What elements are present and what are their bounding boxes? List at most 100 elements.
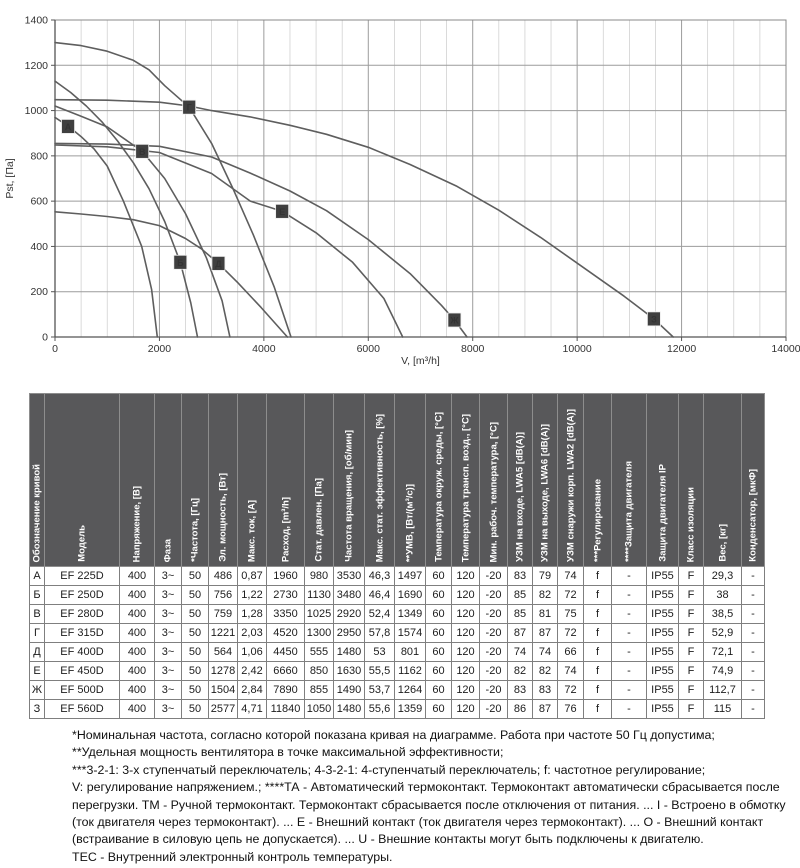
table-cell: 60 <box>425 661 452 681</box>
table-cell: 850 <box>304 661 334 681</box>
column-header-label: Модель <box>76 525 88 562</box>
table-cell: 0,87 <box>237 566 267 586</box>
table-cell: 1,06 <box>237 642 267 662</box>
table-cell: 400 <box>119 642 155 662</box>
table-cell: - <box>611 566 647 586</box>
table-cell: 60 <box>425 566 452 586</box>
table-cell: 60 <box>425 699 452 719</box>
table-cell: 74 <box>557 566 584 586</box>
table-cell: EF 450D <box>44 661 120 681</box>
table-cell: 564 <box>208 642 238 662</box>
column-header-label: УЗМ снаружи корп. LWA2 [dB(A)] <box>564 409 576 562</box>
table-cell: f <box>583 680 612 700</box>
table-cell: 400 <box>119 566 155 586</box>
table-cell: 72,1 <box>703 642 742 662</box>
y-tick-label: 400 <box>30 241 48 253</box>
svg-text:Е: Е <box>279 207 285 217</box>
table-cell: 85 <box>507 585 533 605</box>
table-cell: Ж <box>29 680 45 700</box>
column-header-10: Макс. стат. эффективность, [%] <box>364 393 395 567</box>
column-header-16: УЗМ на выходе, LWA6 [dB(A)] <box>532 393 558 567</box>
table-cell: - <box>741 566 765 586</box>
table-cell: F <box>678 585 704 605</box>
table-cell: 60 <box>425 680 452 700</box>
column-header-label: ***Регулирование <box>591 479 603 562</box>
column-header-label: Защита двигателя IP <box>656 464 668 562</box>
table-cell: 87 <box>507 623 533 643</box>
table-cell: 82 <box>532 661 558 681</box>
curve-marker-В: В <box>135 143 150 159</box>
table-cell: - <box>611 642 647 662</box>
table-cell: 1130 <box>304 585 334 605</box>
column-header-18: ***Регулирование <box>583 393 612 567</box>
table-cell: 74,9 <box>703 661 742 681</box>
curve-marker-Д: Д <box>211 256 226 271</box>
curve-marker-Ж: Ж <box>447 312 462 328</box>
svg-text:Д: Д <box>215 259 222 269</box>
table-cell: 60 <box>425 585 452 605</box>
column-header-15: УЗМ на входе, LWA5 [dB(A)] <box>507 393 533 567</box>
table-cell: 53 <box>364 642 395 662</box>
table-cell: -20 <box>479 566 508 586</box>
table-cell: 74 <box>507 642 533 662</box>
table-row-EF 250D: Б EF 250D 400 3~ 50 756 1,22 2730 1130 3480 46,4 16… <box>29 585 765 605</box>
table-cell: -20 <box>479 642 508 662</box>
table-cell: 82 <box>507 661 533 681</box>
x-tick-label: 4000 <box>252 343 276 355</box>
column-header-12: Температура окруж. среды, [°C] <box>425 393 452 567</box>
table-cell: 52,4 <box>364 604 395 624</box>
table-cell: f <box>583 604 612 624</box>
table-cell: - <box>611 661 647 681</box>
column-header-13: Температура трансп. возд., [°C] <box>451 393 480 567</box>
table-cell: 2920 <box>333 604 365 624</box>
column-header-19: ****Защита двигателя <box>611 393 647 567</box>
table-cell: 50 <box>181 566 209 586</box>
table-cell: 980 <box>304 566 334 586</box>
table-cell: 29,3 <box>703 566 742 586</box>
fan-curve-Ж <box>54 142 468 338</box>
column-header-label: Эл. мощность, [Вт] <box>217 473 229 562</box>
column-header-7: Расход, [m³/h] <box>266 393 305 567</box>
y-axis-title: Pst, [Па] <box>4 158 16 198</box>
table-cell: 3~ <box>154 585 182 605</box>
table-cell: F <box>678 604 704 624</box>
table-cell: IP55 <box>646 604 679 624</box>
table-cell: Д <box>29 642 45 662</box>
table-cell: 400 <box>119 699 155 719</box>
table-cell: 60 <box>425 642 452 662</box>
column-header-14: Мин. рабоч. температура, [°C] <box>479 393 508 567</box>
table-cell: 1025 <box>304 604 334 624</box>
footnote-line: ТЕС - Внутренний электронный контроль те… <box>72 849 393 864</box>
table-cell: IP55 <box>646 699 679 719</box>
table-cell: 400 <box>119 623 155 643</box>
table-cell: 400 <box>119 604 155 624</box>
svg-text:Б: Б <box>177 258 184 268</box>
table-cell: 83 <box>532 680 558 700</box>
table-cell: 756 <box>208 585 238 605</box>
table-cell: 50 <box>181 699 209 719</box>
table-cell: 50 <box>181 642 209 662</box>
table-cell: 3~ <box>154 661 182 681</box>
x-tick-label: 2000 <box>148 343 172 355</box>
table-cell: 50 <box>181 680 209 700</box>
curve-marker-З: З <box>646 311 661 327</box>
table-cell: 4450 <box>266 642 305 662</box>
table-cell: 3~ <box>154 566 182 586</box>
column-header-label: *Частота, [Гц] <box>189 498 201 562</box>
table-row-EF 400D: Д EF 400D 400 3~ 50 564 1,06 4450 555 1480 53 801 60… <box>29 642 765 662</box>
table-cell: - <box>741 604 765 624</box>
column-header-label: ****Защита двигателя <box>623 461 635 562</box>
table-cell: 72 <box>557 623 584 643</box>
y-tick-label: 0 <box>42 332 48 344</box>
table-cell: -20 <box>479 699 508 719</box>
table-cell: - <box>611 604 647 624</box>
table-cell: 1,28 <box>237 604 267 624</box>
table-cell: f <box>583 642 612 662</box>
column-header-label: Напряжение, [В] <box>131 485 143 562</box>
table-header-row: Обозначение кривой Модель Напряжение, [В] Ф… <box>29 393 765 567</box>
table-cell: EF 225D <box>44 566 120 586</box>
table-cell: 38 <box>703 585 742 605</box>
table-cell: Е <box>29 661 45 681</box>
column-header-20: Защита двигателя IP <box>646 393 679 567</box>
